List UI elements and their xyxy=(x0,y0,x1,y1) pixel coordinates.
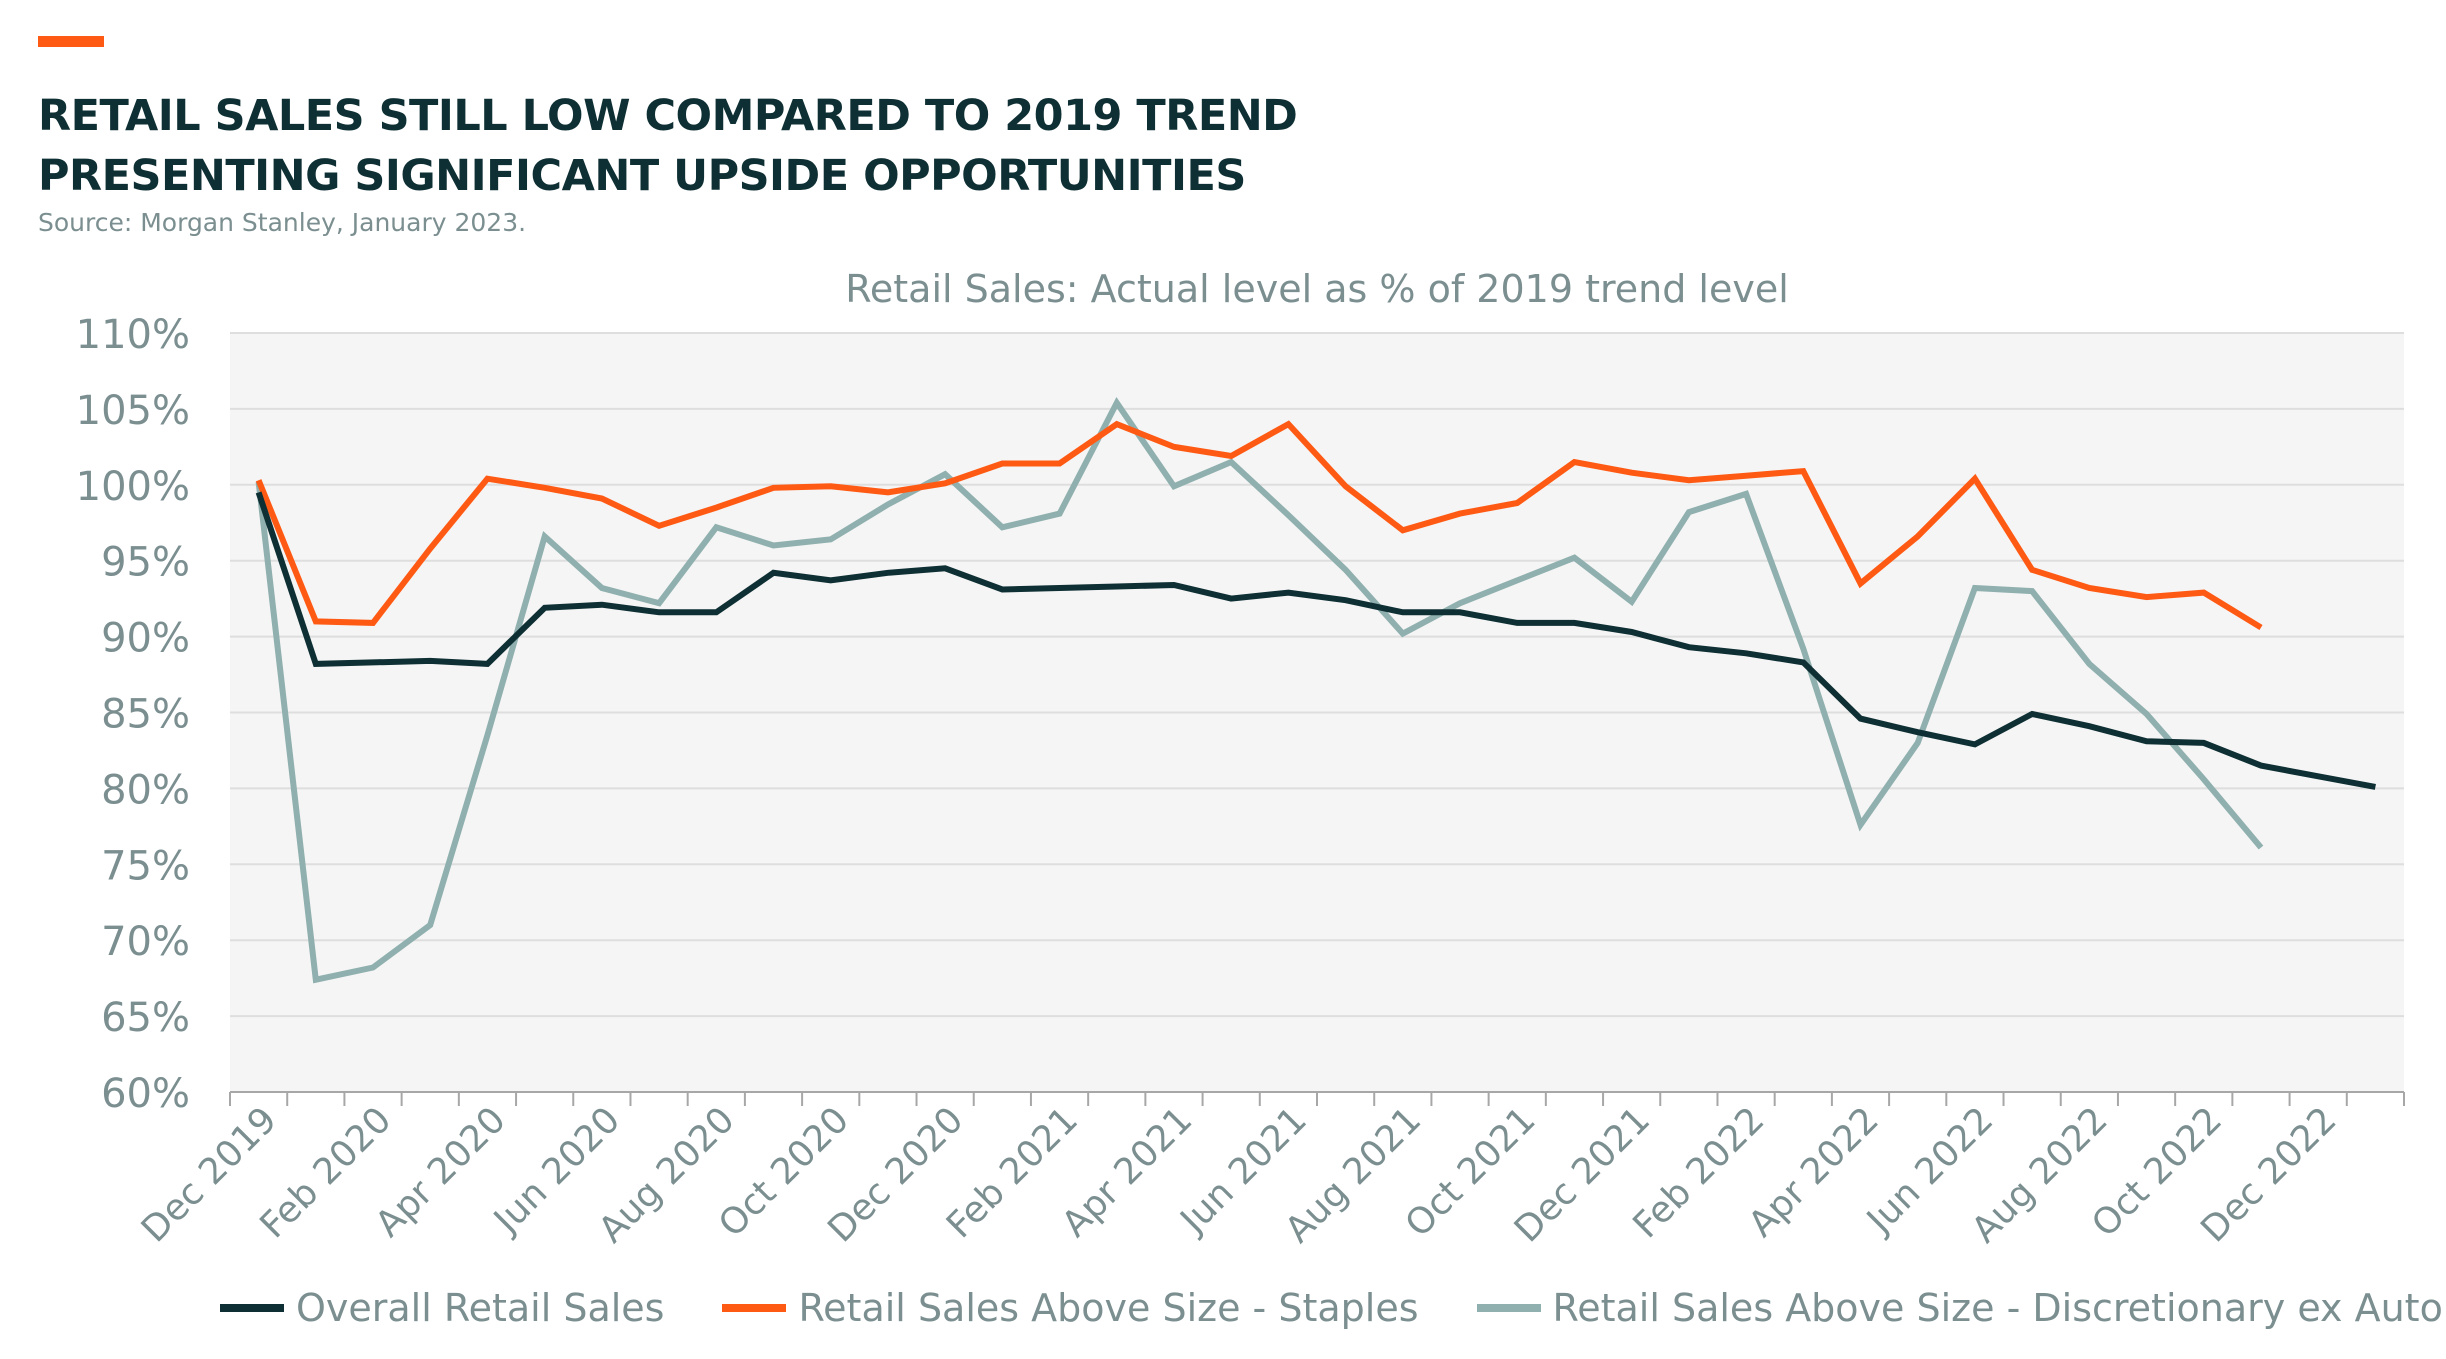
legend-swatch-discretionary xyxy=(1476,1304,1541,1312)
chart-title: Retail Sales: Actual level as % of 2019 … xyxy=(845,267,1789,311)
y-tick-label: 90% xyxy=(101,616,190,662)
legend-label-overall: Overall Retail Sales xyxy=(296,1286,665,1330)
legend-item-discretionary: Retail Sales Above Size - Discretionary … xyxy=(1476,1286,2443,1330)
line-chart: 60%65%70%75%80%85%90%95%100%105%110%Dec … xyxy=(76,267,2405,1251)
y-tick-label: 65% xyxy=(101,995,190,1041)
chart-legend: Overall Retail Sales Retail Sales Above … xyxy=(220,1286,2446,1330)
y-tick-label: 85% xyxy=(101,692,190,738)
series-line-overall xyxy=(255,491,2376,790)
legend-swatch-overall xyxy=(220,1304,284,1312)
legend-swatch-staples xyxy=(722,1304,787,1312)
title-line-1: RETAIL SALES STILL LOW COMPARED TO 2019 … xyxy=(38,91,1298,141)
y-tick-label: 70% xyxy=(101,919,190,965)
accent-bar xyxy=(38,36,104,47)
y-tick-label: 75% xyxy=(101,843,190,889)
source-note: Source: Morgan Stanley, January 2023. xyxy=(38,208,527,237)
y-tick-label: 95% xyxy=(101,540,190,586)
series-line-staples xyxy=(255,420,2263,631)
page-title: RETAIL SALES STILL LOW COMPARED TO 2019 … xyxy=(38,86,1538,206)
y-tick-label: 80% xyxy=(101,767,190,813)
y-tick-label: 100% xyxy=(76,464,190,510)
y-tick-label: 105% xyxy=(76,388,190,434)
legend-label-staples: Retail Sales Above Size - Staples xyxy=(798,1286,1419,1330)
legend-item-overall: Overall Retail Sales xyxy=(220,1286,664,1330)
legend-label-discretionary: Retail Sales Above Size - Discretionary … xyxy=(1552,1286,2443,1330)
title-line-2: PRESENTING SIGNIFICANT UPSIDE OPPORTUNIT… xyxy=(38,151,1246,201)
y-tick-label: 110% xyxy=(76,312,190,358)
series-line-discretionary xyxy=(255,396,2264,984)
legend-item-staples: Retail Sales Above Size - Staples xyxy=(722,1286,1419,1330)
y-tick-label: 60% xyxy=(101,1071,190,1117)
